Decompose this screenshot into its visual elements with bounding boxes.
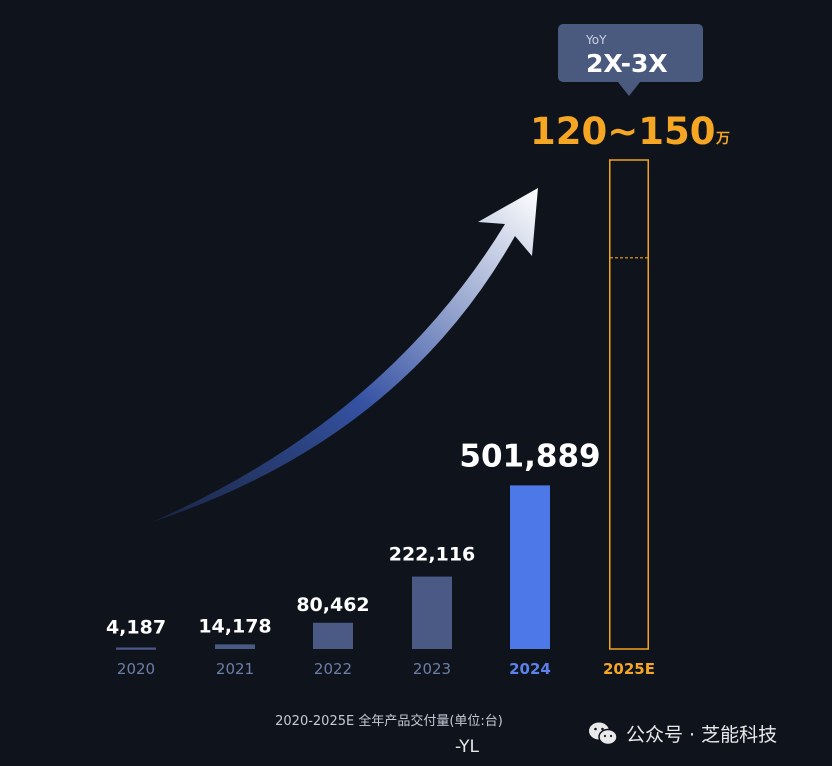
year-label-2020: 2020 — [117, 660, 155, 678]
bar-2025E — [609, 159, 649, 650]
bar-2021 — [215, 644, 255, 649]
year-label-2022: 2022 — [314, 660, 352, 678]
yoy-callout-pointer — [618, 82, 640, 96]
yoy-callout-box — [558, 24, 703, 82]
value-unit-label: 万 — [715, 131, 730, 147]
year-label-2021: 2021 — [216, 660, 254, 678]
value-label-2022: 80,462 — [296, 594, 369, 616]
wechat-icon — [588, 721, 618, 747]
bar-2024 — [510, 485, 550, 649]
chart-caption: 2020-2025E 全年产品交付量(单位:台) — [275, 714, 503, 729]
year-label-2024: 2024 — [509, 660, 551, 678]
year-label-2025E: 2025E — [603, 660, 655, 678]
yoy-label: YoY — [585, 33, 607, 47]
watermark: 公众号 · 芝能科技 — [588, 720, 777, 747]
value-label-2020: 4,187 — [106, 617, 166, 639]
yoy-callout: YoY 2X-3X — [558, 24, 703, 96]
value-label-2021: 14,178 — [198, 615, 271, 637]
value-label-2024: 501,889 — [459, 438, 600, 474]
caption-fragment: -YL — [455, 737, 479, 757]
bar-2023 — [412, 576, 452, 649]
year-label-2023: 2023 — [413, 660, 451, 678]
growth-arrow-icon — [152, 188, 538, 522]
watermark-text: 公众号 · 芝能科技 — [626, 724, 778, 746]
value-label-2023: 222,116 — [389, 544, 476, 566]
value-label-2025E: 120~150 — [530, 110, 715, 153]
yoy-value: 2X-3X — [586, 49, 668, 78]
bar-2022 — [313, 622, 353, 649]
